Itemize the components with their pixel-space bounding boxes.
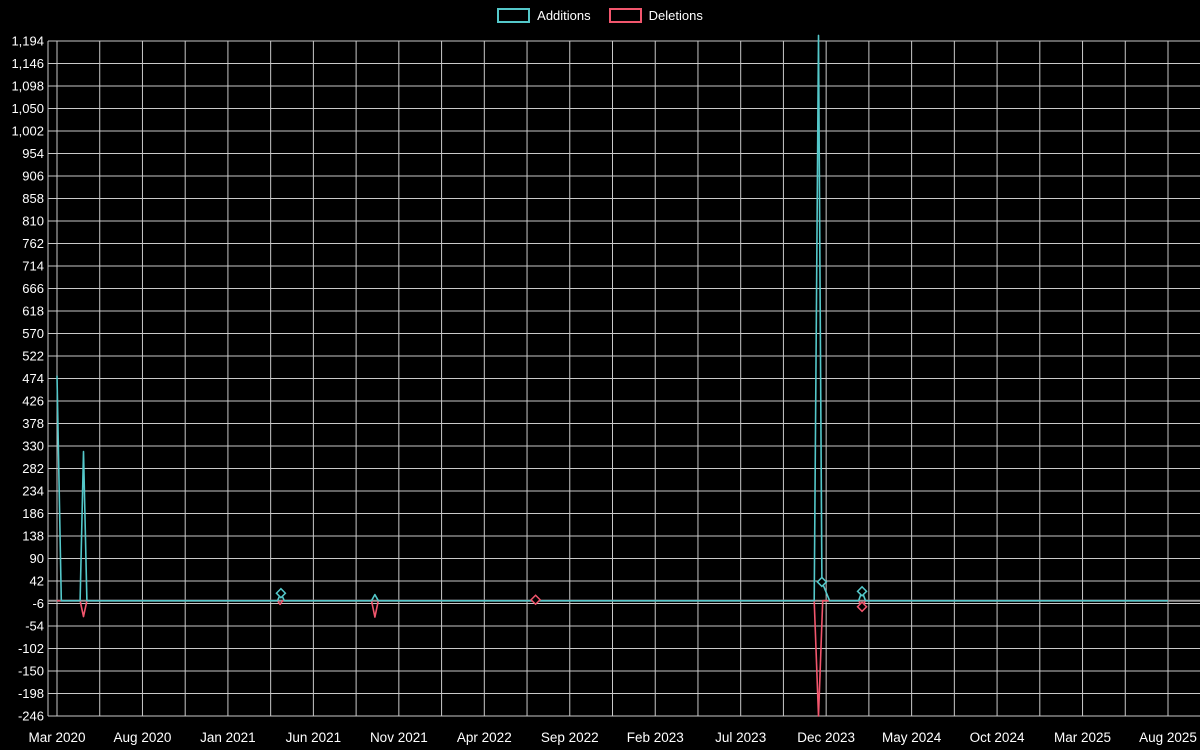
y-axis-tick-label: 1,050 <box>11 101 44 116</box>
legend-label-additions: Additions <box>537 8 591 23</box>
x-axis-tick-label: Dec 2023 <box>797 730 855 745</box>
legend-item-deletions[interactable]: Deletions <box>608 8 703 23</box>
x-axis-tick-label: Mar 2020 <box>28 730 85 745</box>
y-axis-tick-label: -150 <box>18 664 44 679</box>
y-axis-tick-label: 378 <box>22 416 44 431</box>
y-axis-tick-label: 1,194 <box>11 34 44 49</box>
chart-legend: Additions Deletions <box>0 8 1200 23</box>
deletions-marker <box>530 594 542 606</box>
y-axis-tick-label: 42 <box>30 574 44 589</box>
additions-line <box>56 34 1168 602</box>
additions-marker <box>816 576 828 588</box>
y-axis-tick-label: 1,002 <box>11 124 44 139</box>
x-axis-tick-label: May 2024 <box>882 730 942 745</box>
y-axis-tick-label: -102 <box>18 641 44 656</box>
y-axis-tick-label: 906 <box>22 169 44 184</box>
legend-label-deletions: Deletions <box>648 8 703 23</box>
y-axis-tick-label: 954 <box>22 146 44 161</box>
x-axis-tick-label: Aug 2025 <box>1139 730 1197 745</box>
y-axis-tick-label: 426 <box>22 394 44 409</box>
y-axis-tick-label: 282 <box>22 461 44 476</box>
deletions-marker <box>856 601 868 613</box>
y-axis-tick-label: -246 <box>18 709 44 724</box>
y-axis-tick-label: 330 <box>22 439 44 454</box>
additions-swatch-icon <box>497 8 531 23</box>
y-axis-tick-label: 666 <box>22 281 44 296</box>
y-axis-tick-label: 522 <box>22 349 44 364</box>
x-axis-tick-label: Jan 2021 <box>200 730 256 745</box>
x-axis-tick-label: Jun 2021 <box>286 730 342 745</box>
x-axis-tick-label: Feb 2023 <box>627 730 684 745</box>
legend-item-additions[interactable]: Additions <box>497 8 591 23</box>
deletions-swatch-icon <box>608 8 642 23</box>
y-axis-tick-label: 186 <box>22 506 44 521</box>
y-axis-tick-label: 1,146 <box>11 56 44 71</box>
y-axis-tick-label: 810 <box>22 214 44 229</box>
y-axis-tick-label: 858 <box>22 191 44 206</box>
x-axis-tick-label: Nov 2021 <box>370 730 428 745</box>
y-axis-tick-label: -198 <box>18 686 44 701</box>
y-axis-tick-label: -54 <box>25 619 44 634</box>
x-axis-tick-label: Mar 2025 <box>1054 730 1111 745</box>
y-axis-tick-label: 234 <box>22 484 44 499</box>
y-axis-tick-label: 714 <box>22 259 44 274</box>
x-axis-tick-label: Oct 2024 <box>970 730 1025 745</box>
x-axis-tick-label: Aug 2020 <box>114 730 172 745</box>
y-axis-tick-label: 1,098 <box>11 79 44 94</box>
x-axis-tick-label: Sep 2022 <box>541 730 599 745</box>
x-axis-tick-label: Apr 2022 <box>457 730 512 745</box>
y-axis-tick-label: 762 <box>22 236 44 251</box>
additions-marker <box>275 587 287 599</box>
y-axis-tick-label: 570 <box>22 326 44 341</box>
y-axis-tick-label: -6 <box>32 596 44 611</box>
y-axis-tick-label: 90 <box>30 551 44 566</box>
additions-marker <box>856 585 868 597</box>
y-axis-tick-label: 474 <box>22 371 44 386</box>
y-axis-tick-label: 138 <box>22 529 44 544</box>
x-axis-tick-label: Jul 2023 <box>715 730 766 745</box>
y-axis-tick-label: 618 <box>22 304 44 319</box>
